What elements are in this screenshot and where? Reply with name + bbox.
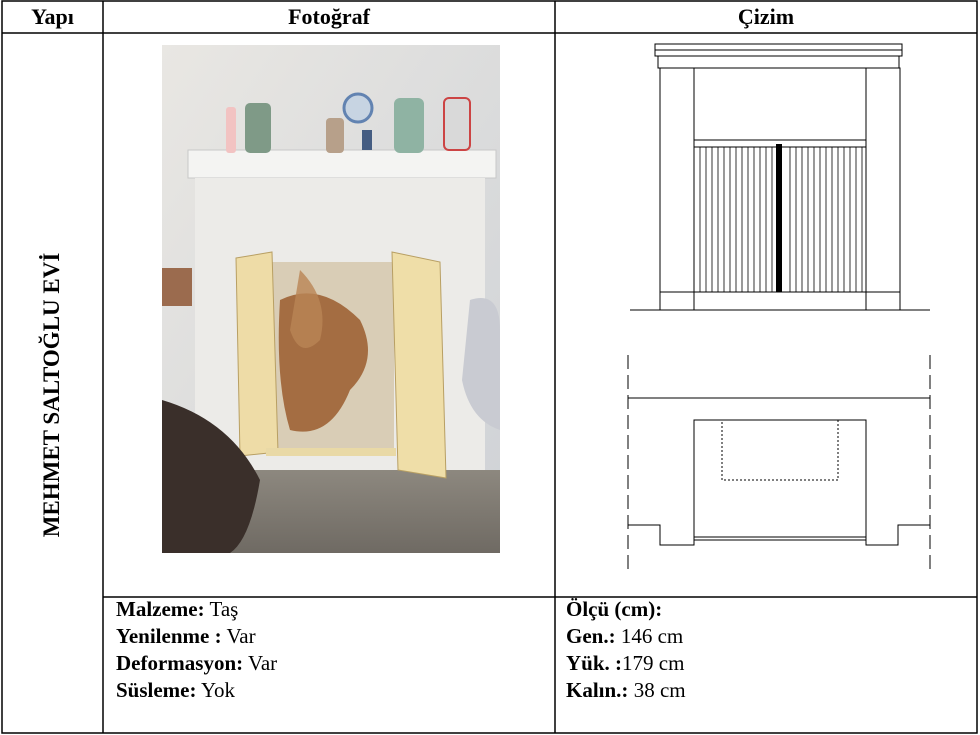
header-cell: Yapı [31, 4, 74, 29]
header-cell: Çizim [737, 4, 795, 29]
detail-label: Gen.: [566, 624, 616, 648]
building-name: MEHMET SALTOĞLU EVİ [39, 252, 64, 538]
detail-line: Süsleme: Yok [116, 677, 277, 704]
detail-line: Yük. :179 cm [566, 650, 686, 677]
details-left: Malzeme: Taş Yenilenme : Var Deformasyon… [116, 596, 277, 704]
detail-line: Malzeme: Taş [116, 596, 277, 623]
detail-line: Ölçü (cm): [566, 596, 686, 623]
detail-label: Ölçü (cm): [566, 597, 663, 621]
detail-line: Deformasyon: Var [116, 650, 277, 677]
detail-value: 38 cm [633, 678, 686, 702]
detail-label: Yük. : [566, 651, 623, 675]
detail-value: Yok [200, 678, 236, 702]
header-cell: Fotoğraf [288, 4, 370, 29]
detail-label: Kalın.: [566, 678, 629, 702]
detail-value: 146 cm [620, 624, 684, 648]
detail-line: Gen.: 146 cm [566, 623, 686, 650]
detail-value: Taş [209, 597, 239, 621]
detail-line: Yenilenme : Var [116, 623, 277, 650]
details-right: Ölçü (cm): Gen.: 146 cm Yük. :179 cm Kal… [566, 596, 686, 704]
detail-label: Deformasyon: [116, 651, 244, 675]
detail-label: Malzeme: [116, 597, 205, 621]
detail-value: 179 cm [622, 651, 685, 675]
detail-value: Var [248, 651, 278, 675]
detail-line: Kalın.: 38 cm [566, 677, 686, 704]
detail-label: Süsleme: [116, 678, 197, 702]
detail-label: Yenilenme : [116, 624, 222, 648]
detail-value: Var [226, 624, 256, 648]
